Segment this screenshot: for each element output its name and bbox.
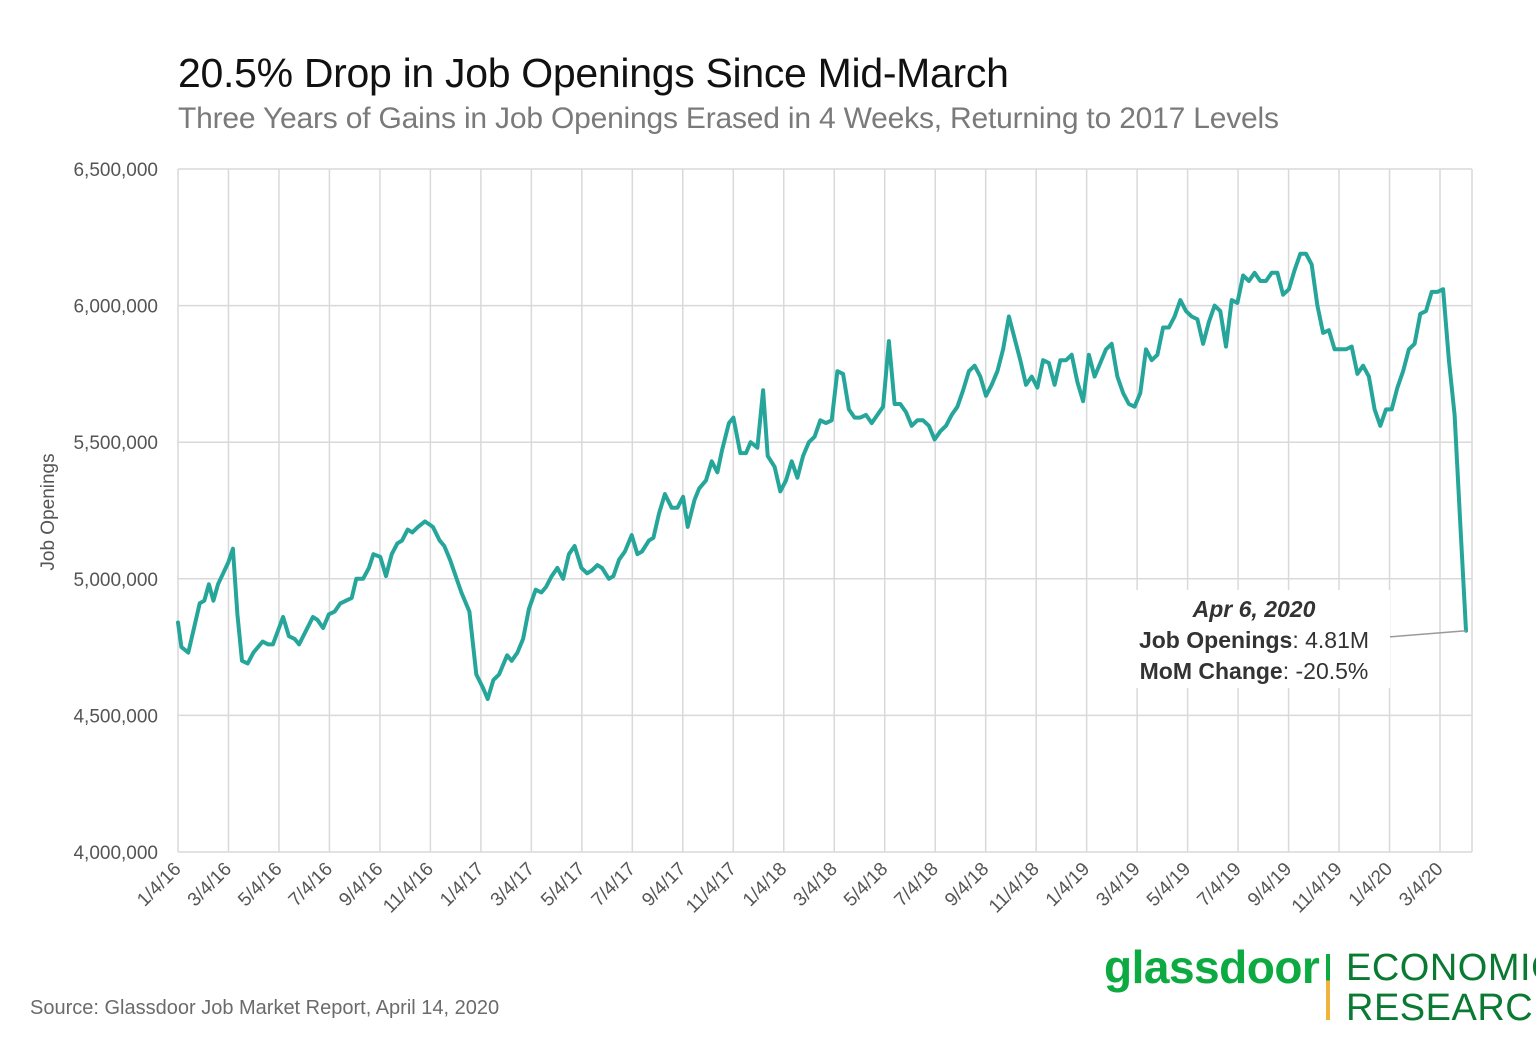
y-axis-ticks: 4,000,000 4,500,000 5,000,000 5,500,000 6,00…	[73, 160, 158, 864]
x-tick-label: 1/4/16	[133, 859, 185, 911]
y-tick-label: 4,500,000	[73, 706, 158, 727]
annotation-value-job-openings: : 4.81M	[1292, 627, 1369, 653]
annotation-label-mom-change: MoM Change	[1140, 658, 1283, 684]
x-tick-label: 1/4/19	[1042, 859, 1094, 911]
x-tick-label: 7/4/16	[285, 859, 337, 911]
x-tick-label: 1/4/20	[1345, 859, 1397, 911]
glassdoor-logo: glassdoor	[1104, 941, 1320, 993]
series-line-job-openings	[176, 251, 1468, 701]
x-tick-label: 7/4/17	[588, 859, 640, 911]
x-tick-label: 5/4/16	[234, 859, 286, 911]
annotation-leader-line	[1387, 629, 1467, 638]
x-tick-label: 3/4/17	[487, 859, 539, 911]
chart-subtitle: Three Years of Gains in Job Openings Era…	[178, 102, 1279, 135]
gridlines	[177, 168, 1473, 853]
x-tick-label: 3/4/18	[790, 859, 842, 911]
source-note: Source: Glassdoor Job Market Report, Apr…	[30, 997, 500, 1019]
x-tick-label: 5/4/18	[840, 859, 892, 911]
logo-divider	[1326, 954, 1330, 1020]
logo-line-research: RESEARCH	[1346, 987, 1536, 1029]
annotation-value-mom-change: : -20.5%	[1283, 658, 1369, 684]
x-tick-label: 3/4/16	[184, 859, 236, 911]
y-tick-label: 6,500,000	[73, 160, 158, 181]
logo-line-economic: ECONOMIC	[1346, 947, 1536, 989]
annotation-line-1: Job Openings: 4.81M	[1139, 627, 1369, 653]
y-tick-label: 4,000,000	[73, 843, 158, 864]
annotation-date: Apr 6, 2020	[1192, 596, 1316, 622]
y-tick-label: 6,000,000	[73, 297, 158, 318]
x-tick-label: 11/4/17	[682, 859, 741, 918]
x-tick-label: 1/4/18	[739, 859, 791, 911]
y-axis-label: Job Openings	[38, 453, 59, 570]
x-tick-label: 5/4/17	[537, 859, 589, 911]
y-tick-label: 5,000,000	[73, 570, 158, 591]
x-tick-label: 5/4/19	[1143, 859, 1195, 911]
x-tick-label: 11/4/19	[1288, 859, 1347, 918]
x-tick-label: 11/4/16	[379, 859, 438, 918]
economic-research-logo: ECONOMIC RESEARCH	[1346, 948, 1536, 1028]
x-tick-label: 3/4/20	[1395, 859, 1447, 911]
x-axis-ticks: 1/4/163/4/165/4/167/4/169/4/1611/4/161/4…	[133, 859, 1447, 918]
x-tick-label: 1/4/17	[436, 859, 488, 911]
x-tick-label: 11/4/18	[985, 859, 1044, 918]
x-tick-label: 3/4/19	[1092, 859, 1144, 911]
annotation-label-job-openings: Job Openings	[1139, 627, 1292, 653]
x-tick-label: 7/4/19	[1193, 859, 1245, 911]
x-tick-label: 7/4/18	[891, 859, 943, 911]
annotation-box: Apr 6, 2020 Job Openings: 4.81M MoM Chan…	[1122, 590, 1390, 688]
y-tick-label: 5,500,000	[73, 433, 158, 454]
chart-title: 20.5% Drop in Job Openings Since Mid-Mar…	[178, 50, 1009, 96]
annotation-line-2: MoM Change: -20.5%	[1140, 658, 1369, 684]
